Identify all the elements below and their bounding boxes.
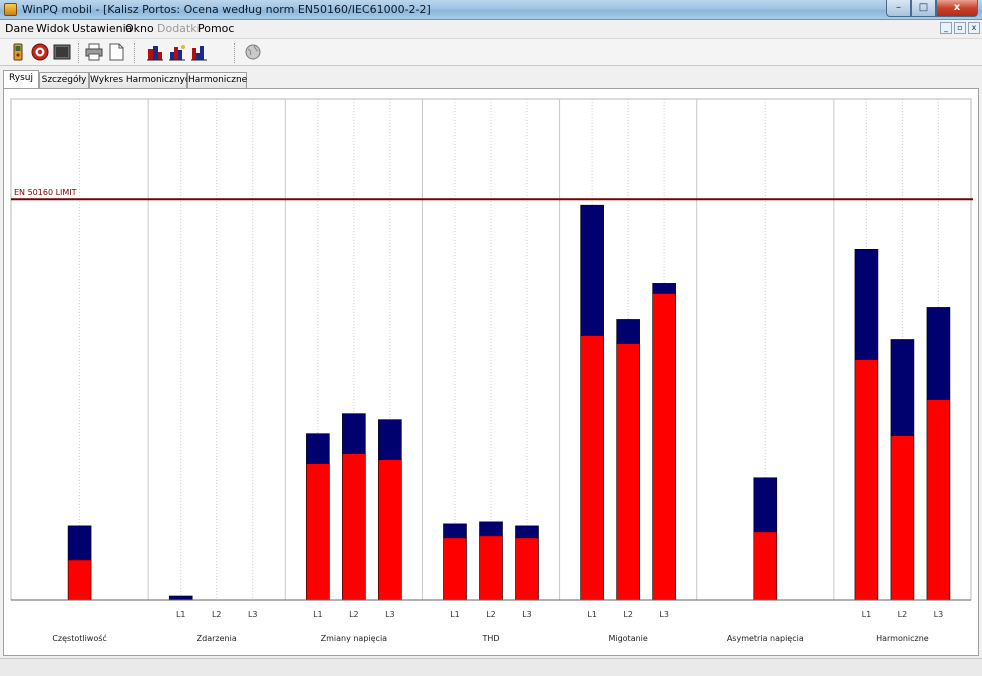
menu-dane[interactable]: Dane xyxy=(5,22,34,35)
maximize-button[interactable]: □ xyxy=(911,0,936,17)
bar-upper-segment xyxy=(515,525,539,539)
phase-tick-label: L3 xyxy=(934,610,944,619)
app-icon xyxy=(4,3,17,16)
bar-lower-segment xyxy=(890,435,915,601)
toolbar-separator xyxy=(134,43,135,63)
minimize-button[interactable]: – xyxy=(886,0,911,17)
phase-tick-label: L3 xyxy=(522,610,532,619)
bar-upper-segment xyxy=(854,249,879,360)
tab-wykres-harmonicznych[interactable]: Wykres Harmonicznych xyxy=(89,72,196,89)
tab-bar: Rysuj Szczegóły Wykres Harmonicznych Har… xyxy=(0,70,982,89)
bar-lower-segment xyxy=(67,559,92,601)
menu-okno[interactable]: Okno xyxy=(125,22,154,35)
print-icon[interactable] xyxy=(85,43,103,61)
tab-rysuj[interactable]: Rysuj xyxy=(3,70,39,89)
menu-bar: Dane Widok Ustawienia Okno Dodatki Pomoc xyxy=(0,21,982,37)
bar-lower-segment xyxy=(652,293,676,601)
group-label: Zdarzenia xyxy=(197,634,237,643)
globe-icon[interactable] xyxy=(244,43,262,61)
evaluation-chart: EN 50160 LIMIT Częstotliwość L1 L2 L3 Zdarzen… xyxy=(10,98,973,643)
phase-tick-label: L1 xyxy=(587,610,597,619)
bar-upper-segment xyxy=(342,413,366,455)
status-bar xyxy=(0,658,982,676)
toolbar xyxy=(0,38,982,66)
phase-tick-label: L3 xyxy=(248,610,258,619)
bar-lower-segment xyxy=(753,531,778,601)
phase-tick-label: L2 xyxy=(898,610,908,619)
phase-tick-label: L1 xyxy=(862,610,872,619)
bar-chart-2-icon[interactable] xyxy=(168,43,186,61)
bar-upper-segment xyxy=(652,283,676,294)
phase-tick-label: L3 xyxy=(659,610,669,619)
group-label: Asymetria napięcia xyxy=(727,634,804,643)
group-label: Częstotliwość xyxy=(52,633,107,643)
bar-lower-segment xyxy=(854,359,879,601)
bar-upper-segment xyxy=(890,339,915,436)
bar-upper-segment xyxy=(306,433,330,465)
phase-tick-label: L2 xyxy=(212,610,222,619)
group-label: Zmiany napięcia xyxy=(321,634,388,643)
mdi-close-button[interactable]: x xyxy=(968,22,980,34)
bar-upper-segment xyxy=(580,204,604,336)
mdi-restore-button[interactable]: ▫ xyxy=(954,22,966,34)
bar-lower-segment xyxy=(443,537,467,601)
bar-upper-segment xyxy=(168,595,193,601)
monitor-icon[interactable] xyxy=(53,43,71,61)
limit-label: EN 50160 LIMIT xyxy=(14,188,77,197)
phase-tick-label: L2 xyxy=(623,610,633,619)
group-label: THD xyxy=(481,634,499,643)
phase-tick-label: L2 xyxy=(486,610,496,619)
bar-upper-segment xyxy=(926,307,951,400)
bar-lower-segment xyxy=(306,463,330,601)
mdi-controls: _ ▫ x xyxy=(940,22,980,34)
chart-panel: EN 50160 LIMIT Częstotliwość L1 L2 L3 Zdarzen… xyxy=(3,88,979,656)
bar-upper-segment xyxy=(443,523,467,539)
bar-upper-segment xyxy=(67,525,92,561)
phase-tick-label: L1 xyxy=(176,610,186,619)
phase-tick-label: L2 xyxy=(349,610,359,619)
menu-pomoc[interactable]: Pomoc xyxy=(198,22,235,35)
bar-lower-segment xyxy=(926,399,951,601)
bar-chart-3-icon[interactable] xyxy=(190,43,208,61)
phase-tick-label: L1 xyxy=(313,610,323,619)
window-title: WinPQ mobil - [Kalisz Portos: Ocena wedł… xyxy=(22,3,431,16)
record-icon[interactable] xyxy=(31,43,49,61)
menu-dodatki[interactable]: Dodatki xyxy=(157,22,200,35)
title-bar[interactable]: WinPQ mobil - [Kalisz Portos: Ocena wedł… xyxy=(0,0,982,20)
menu-ustawienia[interactable]: Ustawienia xyxy=(72,22,133,35)
toolbar-separator xyxy=(78,43,79,63)
bar-lower-segment xyxy=(515,537,539,601)
bar-upper-segment xyxy=(378,419,402,461)
bar-upper-segment xyxy=(479,521,503,537)
bar-upper-segment xyxy=(616,319,640,344)
tab-harmoniczne[interactable]: Harmoniczne xyxy=(187,72,247,89)
mdi-minimize-button[interactable]: _ xyxy=(940,22,952,34)
close-button[interactable]: x xyxy=(936,0,978,17)
page-icon[interactable] xyxy=(107,43,125,61)
device-icon[interactable] xyxy=(9,43,27,61)
group-label: Harmoniczne xyxy=(876,634,929,643)
group-label: Migotanie xyxy=(608,634,647,643)
bar-lower-segment xyxy=(342,453,366,601)
bar-upper-segment xyxy=(753,477,778,533)
phase-tick-label: L1 xyxy=(450,610,460,619)
window-controls: – □ x xyxy=(886,0,978,18)
bar-lower-segment xyxy=(616,343,640,601)
phase-tick-label: L3 xyxy=(385,610,395,619)
bar-lower-segment xyxy=(479,535,503,601)
toolbar-separator xyxy=(234,43,235,63)
bar-lower-segment xyxy=(378,459,402,601)
bar-chart-icon[interactable] xyxy=(146,43,164,61)
bar-lower-segment xyxy=(580,335,604,601)
tab-szczegoly[interactable]: Szczegóły xyxy=(39,72,89,89)
menu-widok[interactable]: Widok xyxy=(36,22,70,35)
